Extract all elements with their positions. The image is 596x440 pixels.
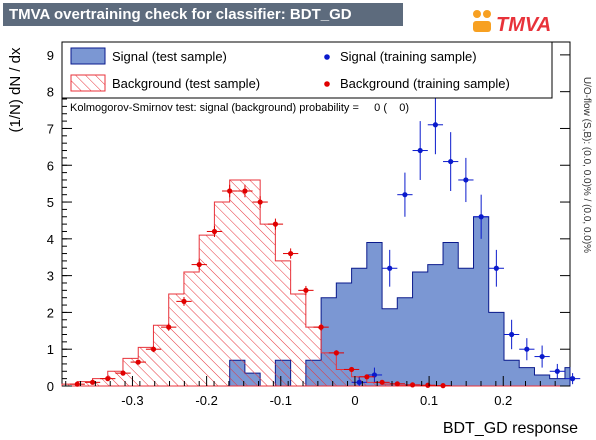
legend-background-train-label: Background (training sample) xyxy=(340,76,510,91)
background-train-point xyxy=(404,382,421,388)
legend-signal-train-marker xyxy=(324,54,330,60)
legend-background-test-label: Background (test sample) xyxy=(112,76,260,91)
background-train-point xyxy=(298,285,314,295)
background-train-point xyxy=(115,370,131,376)
background-train-point xyxy=(237,184,253,198)
logo-dots-icon xyxy=(473,10,491,32)
signal-train-point xyxy=(473,194,489,239)
axis-layer: -0.3 -0.2 -0.1 0 0.1 0.2 0 1 2 3 4 5 6 7 8 9 xyxy=(47,42,570,408)
signal-train-point xyxy=(503,319,520,350)
x-tick-label: 0 xyxy=(351,393,358,408)
legend-background-train-marker xyxy=(324,81,330,87)
signal-train-point xyxy=(382,249,398,287)
y-tick-label: 1 xyxy=(47,342,54,357)
y-tick-label: 2 xyxy=(47,305,54,320)
overflow-side-text: U/O-flow (S,B): (0.0, 0.0)% / (0.0, 0.0)… xyxy=(581,77,592,253)
background-train-point xyxy=(435,383,451,389)
background-train-point xyxy=(222,184,238,198)
signal-train-point xyxy=(397,172,413,217)
signal-train-point xyxy=(549,363,565,379)
signal-train-point xyxy=(443,132,459,192)
background-train-point xyxy=(267,218,284,230)
background-train-point xyxy=(252,196,268,208)
y-tick-label: 8 xyxy=(47,85,54,100)
signal-train-point xyxy=(366,367,383,383)
logo-text: TMVA xyxy=(496,14,551,36)
signal-train-point xyxy=(427,95,444,155)
y-tick-label: 0 xyxy=(47,379,54,394)
x-tick-label: 0.2 xyxy=(494,393,512,408)
x-axis-label: BDT_GD response xyxy=(443,420,578,437)
x-tick-label: -0.2 xyxy=(195,393,217,408)
legend-signal-test-swatch xyxy=(70,47,106,65)
y-tick-label: 3 xyxy=(47,269,54,284)
background-train-point xyxy=(359,374,375,380)
legend-signal-train-label: Signal (training sample) xyxy=(340,49,477,64)
x-tick-label: -0.3 xyxy=(121,393,143,408)
background-train-point xyxy=(69,381,85,387)
y-axis-label: (1/N) dN / dx xyxy=(7,47,24,133)
signal-train-point xyxy=(458,157,474,203)
points-layer xyxy=(69,95,581,389)
y-tick-label: 5 xyxy=(47,195,54,210)
y-tick-label: 7 xyxy=(47,121,54,136)
background-train-point xyxy=(343,366,360,373)
background-train-point xyxy=(191,259,207,270)
page-title: TMVA overtraining check for classifier: … xyxy=(3,3,403,26)
background-train-point xyxy=(176,296,192,306)
background-train-point xyxy=(282,248,299,259)
signal-train-point xyxy=(534,345,550,368)
y-tick-label: 4 xyxy=(47,232,54,247)
background-train-point xyxy=(313,323,329,331)
background-train-point xyxy=(328,350,345,356)
signal-train-point xyxy=(519,338,535,361)
x-tick-label: -0.1 xyxy=(270,393,292,408)
background-train-point xyxy=(161,323,177,331)
legend-background-test-swatch xyxy=(70,74,106,92)
tmva-logo: TMVA xyxy=(473,10,551,36)
ks-test-text: Kolmogorov-Smirnov test: signal (backgro… xyxy=(70,102,409,114)
y-tick-label: 6 xyxy=(47,158,54,173)
background-train-point xyxy=(84,379,101,385)
y-tick-label: 9 xyxy=(47,48,54,63)
signal-train-point xyxy=(488,249,504,287)
x-tick-label: 0.1 xyxy=(420,393,438,408)
background-train-point xyxy=(145,346,162,353)
background-train-point xyxy=(130,359,146,365)
signal-train-point xyxy=(351,376,367,386)
legend-signal-test-label: Signal (test sample) xyxy=(112,49,227,64)
signal-train-point xyxy=(412,121,428,180)
background-train-point xyxy=(206,225,223,237)
legend-box xyxy=(61,41,553,99)
signal-train-point xyxy=(564,373,581,385)
background-train-point xyxy=(100,376,116,382)
legend: Signal (test sample) Background (test sa… xyxy=(61,41,553,99)
